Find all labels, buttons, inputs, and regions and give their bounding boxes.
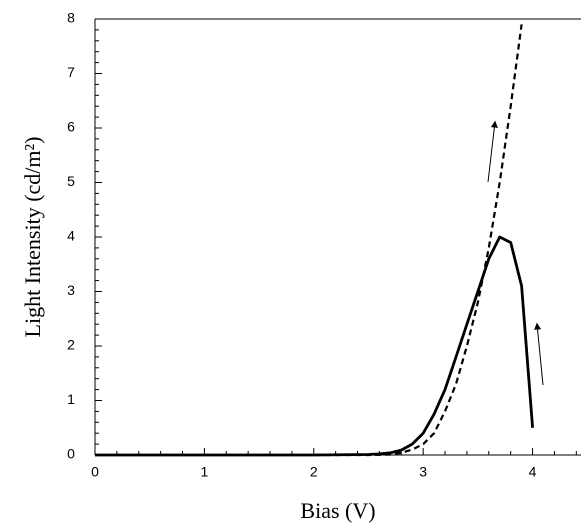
arrow (487, 120, 498, 183)
x-tick-label: 0 (91, 464, 99, 480)
x-axis-title: Bias (V) (300, 498, 375, 523)
y-axis-title: Light Intensity (cd/m²) (20, 137, 45, 338)
y-tick-label: 5 (67, 173, 75, 189)
data-line (95, 235, 534, 457)
x-tick-label: 4 (529, 464, 537, 480)
arrow (534, 322, 544, 386)
x-tick-label: 2 (310, 464, 318, 480)
y-tick-label: 4 (67, 228, 75, 244)
y-tick-label: 8 (67, 10, 75, 26)
y-tick-label: 7 (67, 64, 75, 80)
data-line (95, 24, 523, 457)
y-tick-label: 1 (67, 391, 75, 407)
y-tick-label: 0 (67, 446, 75, 462)
y-tick-label: 6 (67, 119, 75, 135)
y-tick-label: 2 (67, 337, 75, 353)
x-tick-label: 3 (419, 464, 427, 480)
y-tick-label: 3 (67, 282, 75, 298)
x-tick-label: 1 (200, 464, 208, 480)
